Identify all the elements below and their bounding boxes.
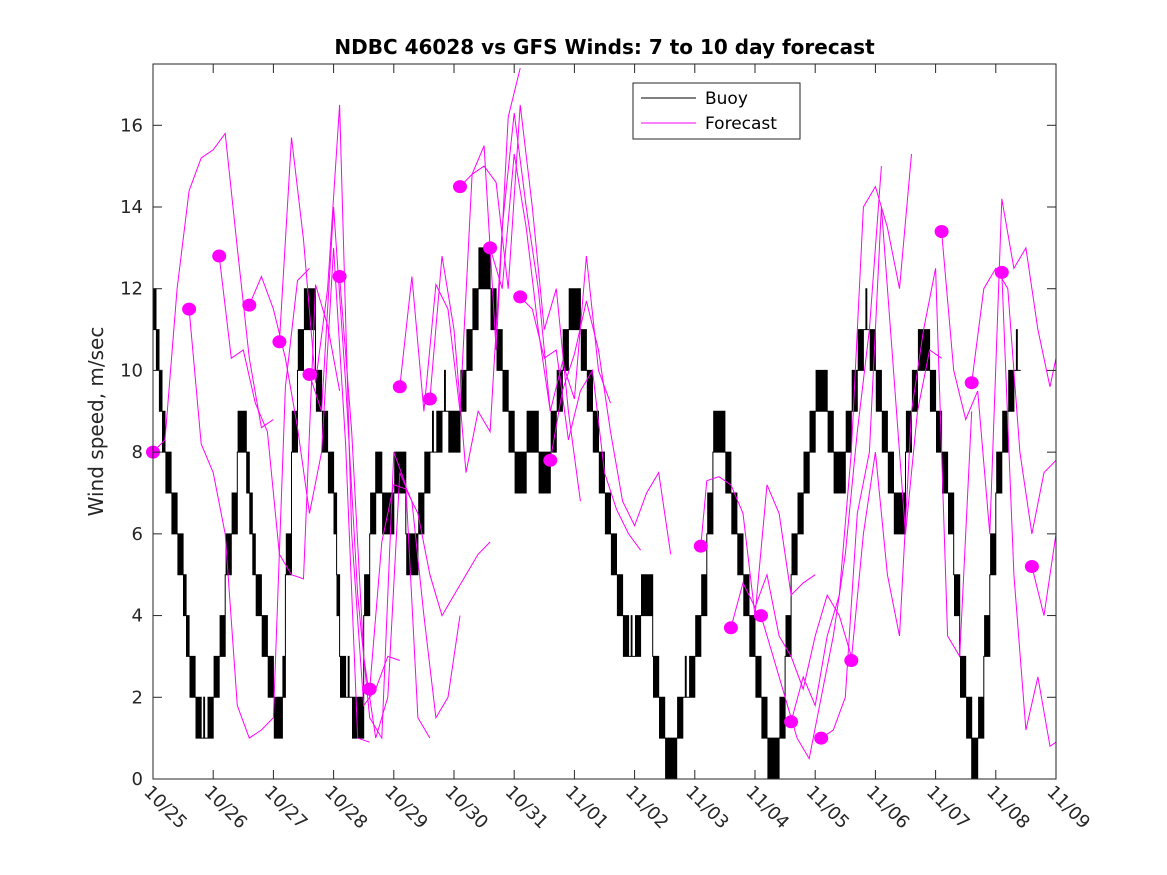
forecast-line-1 [188, 267, 310, 739]
forecast-start-marker-13 [543, 453, 558, 467]
forecast-line-18 [820, 206, 942, 739]
forecast-start-marker-20 [934, 225, 949, 238]
forecast-start-marker-23 [1024, 560, 1039, 573]
forecast-line-13 [549, 300, 672, 555]
plot-area [153, 64, 1056, 779]
forecast-start-marker-3 [242, 298, 257, 312]
forecast-line-16 [760, 166, 882, 760]
forecast-line-19 [850, 268, 973, 661]
forecast-line-21 [971, 267, 1056, 534]
forecast-line-3 [248, 247, 370, 743]
forecast-start-marker-6 [332, 270, 347, 283]
y-tick-label: 12 [120, 279, 143, 300]
forecast-start-marker-9 [422, 392, 437, 406]
forecast-line-7 [369, 484, 491, 690]
forecast-start-marker-11 [483, 241, 498, 255]
forecast-start-marker-1 [182, 302, 197, 316]
plot-frame [152, 63, 1057, 780]
forecast-start-marker-16 [754, 609, 768, 623]
legend: Buoy Forecast [632, 82, 801, 140]
forecast-line-2 [218, 255, 341, 580]
forecast-line-5 [309, 206, 431, 740]
forecast-line-0 [153, 132, 274, 453]
forecast-line-10 [459, 104, 581, 502]
forecast-start-marker-14 [693, 539, 708, 553]
forecast-line-6 [339, 276, 461, 739]
forecast-line-17 [790, 153, 912, 722]
legend-label-buoy: Buoy [705, 89, 748, 109]
forecast-line-20 [941, 198, 1056, 534]
forecast-start-markers [146, 180, 1039, 745]
forecast-start-marker-18 [814, 731, 829, 745]
y-tick-label: 4 [132, 606, 143, 627]
legend-box [632, 82, 801, 140]
legend-label-forecast: Forecast [705, 114, 777, 134]
forecast-start-marker-17 [784, 715, 799, 729]
forecast-line-15 [730, 572, 852, 691]
y-tick-label: 8 [132, 442, 143, 463]
y-tick-label: 10 [120, 360, 143, 381]
chart-title: NDBC 46028 vs GFS Winds: 7 to 10 day for… [334, 35, 875, 59]
y-tick-label: 14 [120, 197, 143, 218]
forecast-line-11 [489, 153, 611, 412]
forecast-start-marker-12 [513, 290, 528, 304]
forecast-start-marker-15 [723, 621, 738, 635]
forecast-series [153, 67, 1056, 760]
y-axis-label: Wind speed, m/sec [84, 327, 108, 517]
forecast-start-marker-7 [362, 682, 377, 696]
forecast-start-marker-2 [212, 249, 227, 263]
y-tick-label: 0 [132, 769, 143, 790]
forecast-start-marker-4 [272, 335, 287, 349]
y-axis: 0 2 4 6 8 10 12 14 16 [120, 115, 1056, 790]
forecast-start-marker-8 [392, 380, 407, 394]
forecast-line-9 [429, 112, 551, 473]
y-tick-label: 16 [120, 115, 143, 136]
y-tick-label: 6 [132, 524, 143, 545]
forecast-line-22 [1001, 272, 1056, 748]
forecast-start-marker-5 [302, 368, 317, 381]
forecast-start-marker-22 [994, 265, 1009, 279]
forecast-line-12 [519, 296, 642, 551]
forecast-line-8 [399, 67, 521, 412]
forecast-line-23 [1031, 533, 1056, 616]
forecast-line-4 [278, 104, 400, 707]
y-tick-label: 2 [132, 687, 143, 708]
forecast-start-marker-10 [453, 180, 467, 194]
forecast-start-marker-19 [844, 654, 859, 667]
forecast-start-marker-21 [964, 376, 979, 390]
